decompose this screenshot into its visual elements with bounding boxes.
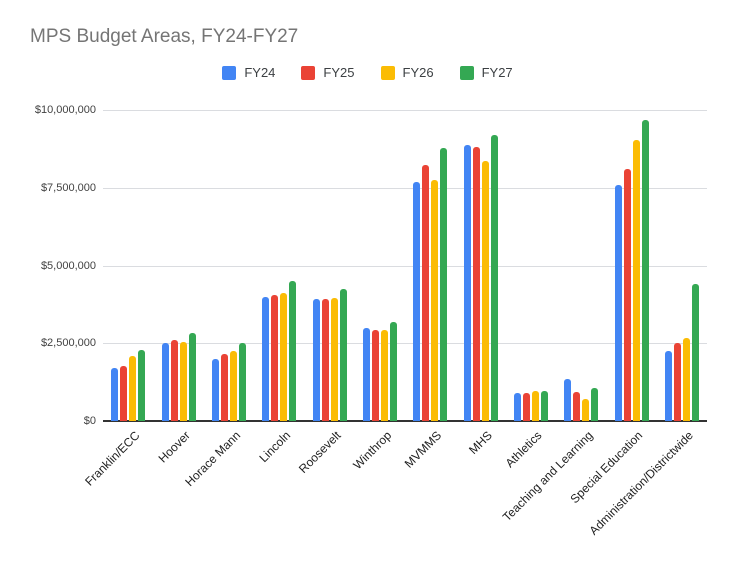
legend-swatch-fy24: [222, 65, 237, 80]
bar-fy26-6[interactable]: [380, 330, 388, 421]
legend-label: FY24: [244, 65, 276, 80]
bar-fy25-3[interactable]: [220, 354, 228, 421]
x-axis-category-label: Administration/Districtwide: [586, 428, 697, 538]
y-axis-tick-label: $0: [83, 415, 96, 427]
legend-swatch-fy25: [301, 65, 316, 80]
bar-fy26-7[interactable]: [431, 180, 439, 421]
x-axis-category-label: MHS: [465, 428, 495, 458]
legend-label: FY25: [323, 65, 355, 80]
legend-item-fy27[interactable]: FY27: [459, 65, 513, 80]
x-axis-line: [103, 420, 707, 422]
bar-fy24-6[interactable]: [362, 328, 370, 421]
bar-fy24-4[interactable]: [262, 296, 270, 421]
bar-fy27-4[interactable]: [289, 280, 297, 421]
bar-fy26-5[interactable]: [330, 297, 338, 421]
x-axis-category-label: MVMMS: [401, 428, 445, 471]
bar-fy27-5[interactable]: [339, 289, 347, 421]
x-axis-category-label: Lincoln: [256, 428, 294, 466]
bar-fy27-7[interactable]: [440, 147, 448, 421]
bar-fy24-7[interactable]: [413, 182, 421, 421]
bar-fy24-3[interactable]: [211, 359, 219, 421]
bar-fy25-2[interactable]: [170, 340, 178, 421]
y-axis-tick-label: $5,000,000: [40, 259, 96, 272]
bar-fy25-9[interactable]: [522, 393, 530, 421]
x-axis-category-label: Hoover: [155, 428, 193, 466]
y-axis-tick-label: $7,500,000: [40, 181, 96, 194]
bar-fy24-10[interactable]: [564, 378, 572, 421]
bar-fy25-11[interactable]: [623, 168, 631, 421]
legend-item-fy26[interactable]: FY26: [380, 65, 434, 80]
bar-fy26-9[interactable]: [531, 391, 539, 421]
legend-item-fy25[interactable]: FY25: [301, 65, 355, 80]
bar-fy27-6[interactable]: [389, 322, 397, 421]
bar-fy25-7[interactable]: [422, 164, 430, 421]
x-axis-category-label: Franklin/ECC: [82, 428, 143, 489]
gridline: [103, 265, 707, 267]
bar-fy27-8[interactable]: [490, 134, 498, 421]
bar-fy27-3[interactable]: [238, 342, 246, 421]
legend-item-fy24[interactable]: FY24: [222, 65, 275, 80]
bar-fy25-5[interactable]: [321, 299, 329, 421]
legend-label: FY26: [402, 65, 434, 80]
x-axis-category-label: Winthrop: [350, 428, 395, 473]
bar-fy24-8[interactable]: [463, 144, 471, 421]
bar-fy24-5[interactable]: [312, 298, 320, 421]
bar-fy26-10[interactable]: [582, 398, 590, 421]
legend-swatch-fy27: [459, 65, 474, 80]
bar-fy25-4[interactable]: [271, 294, 279, 421]
bar-fy26-8[interactable]: [481, 160, 489, 421]
y-axis-tick-label: $10,000,000: [34, 104, 96, 116]
bar-fy25-1[interactable]: [120, 365, 128, 421]
y-axis-tick-label: $2,500,000: [40, 337, 96, 350]
x-axis-category-label: Teaching and Learning: [499, 428, 596, 525]
bar-fy25-12[interactable]: [673, 343, 681, 421]
bar-fy25-10[interactable]: [573, 391, 581, 421]
bar-fy24-9[interactable]: [513, 393, 521, 421]
plot-area: [103, 110, 707, 422]
bar-fy24-12[interactable]: [664, 351, 672, 421]
bar-fy27-9[interactable]: [540, 390, 548, 421]
x-axis-category-label: Athletics: [503, 428, 546, 471]
gridline: [103, 187, 707, 189]
x-axis-category-label: Roosevelt: [296, 428, 344, 476]
bar-fy27-1[interactable]: [138, 350, 146, 421]
chart-title: MPS Budget Areas, FY24-FY27: [30, 26, 299, 47]
legend-label: FY27: [481, 65, 513, 80]
bar-fy27-12[interactable]: [691, 283, 699, 421]
legend-swatch-fy26: [380, 65, 395, 80]
bar-fy27-11[interactable]: [641, 119, 649, 421]
gridline: [103, 110, 707, 111]
bar-fy26-2[interactable]: [179, 342, 187, 421]
bar-fy26-1[interactable]: [129, 356, 137, 421]
bar-fy27-10[interactable]: [591, 388, 599, 421]
legend: FY24 FY25 FY26 FY27: [0, 65, 735, 80]
bar-fy26-3[interactable]: [229, 350, 237, 421]
bar-fy26-12[interactable]: [682, 338, 690, 421]
bar-fy24-11[interactable]: [614, 185, 622, 421]
gridline: [103, 343, 707, 345]
bar-fy24-2[interactable]: [161, 342, 169, 421]
bar-fy27-2[interactable]: [188, 332, 196, 421]
bar-fy26-4[interactable]: [280, 293, 288, 421]
bar-fy24-1[interactable]: [111, 368, 119, 421]
bar-fy25-8[interactable]: [472, 146, 480, 421]
bar-fy25-6[interactable]: [371, 330, 379, 421]
bar-fy26-11[interactable]: [632, 139, 640, 421]
